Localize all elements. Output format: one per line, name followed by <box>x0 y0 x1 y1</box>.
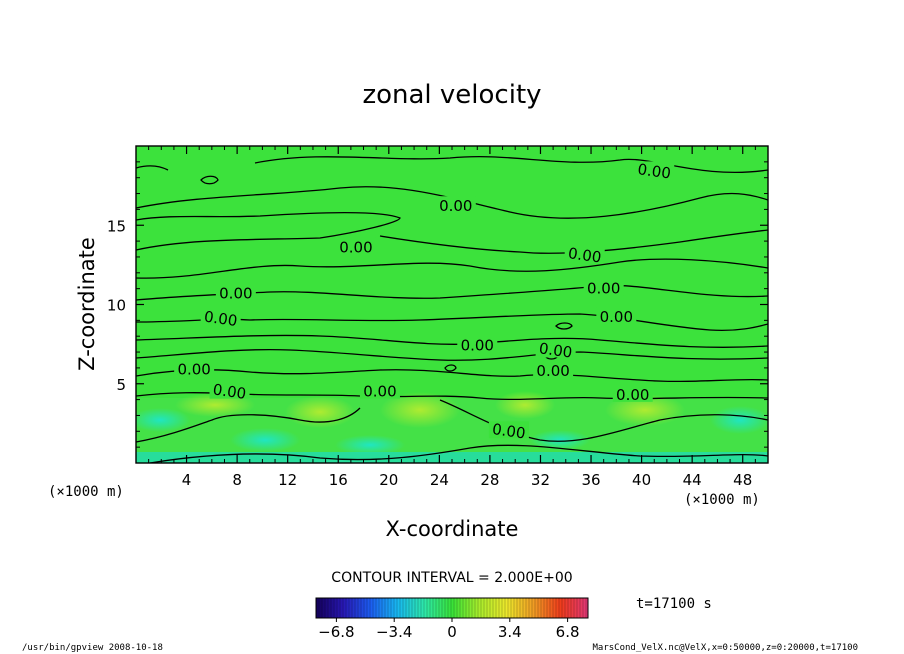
x-unit-right: (×1000 m) <box>684 492 760 508</box>
contour-line <box>149 444 768 463</box>
contour-label: 0.00 <box>177 360 210 378</box>
contour-label: 0.00 <box>439 197 472 215</box>
contour-line <box>200 175 219 185</box>
colorbar: −6.8 −3.4 0 3.4 6.8 <box>315 597 589 641</box>
x-tick-label: 32 <box>531 471 550 489</box>
x-tick-label: 36 <box>581 471 600 489</box>
contour-line <box>136 165 169 171</box>
x-tick-label: 44 <box>683 471 702 489</box>
field-shading <box>136 155 768 463</box>
y-axis-label: Z-coordinate <box>75 237 99 371</box>
footer-right: MarsCond_VelX.nc@VelX,x=0:50000,z=0:2000… <box>592 643 858 653</box>
y-tick-label: 10 <box>107 297 126 315</box>
contour-line <box>555 322 573 330</box>
y-axis-ticks: 5 10 15 <box>107 161 768 448</box>
contour-label: 0.00 <box>339 238 372 256</box>
colorbar-tick-label: 3.4 <box>498 623 522 641</box>
contour-label: 0.00 <box>219 284 252 302</box>
contour-label-bg <box>335 237 376 255</box>
contour-line <box>136 186 768 219</box>
contour-label-bg <box>583 278 624 296</box>
contour-label: 0.00 <box>212 380 248 402</box>
field-blob <box>495 391 555 419</box>
x-tick-label: 12 <box>278 471 297 489</box>
contour-label-bg <box>200 308 241 326</box>
contour-label-bg <box>215 283 256 301</box>
plot-area: 0.000.000.00 0.000.00 0.000.00 0.000.00 0.00… <box>107 145 769 489</box>
contour-line <box>136 211 401 251</box>
contour-label-bg <box>564 245 605 263</box>
contour-label: 0.00 <box>616 386 649 404</box>
contour-interval: CONTOUR INTERVAL = 2.000E+00 <box>331 570 572 586</box>
contour-label-bg <box>535 340 576 358</box>
colorbar-tick-label: 0 <box>447 623 457 641</box>
contour-label: 0.00 <box>203 308 239 330</box>
colorbar-tick-label: −6.8 <box>318 623 354 641</box>
x-tick-label: 4 <box>182 471 192 489</box>
x-tick-label: 28 <box>480 471 499 489</box>
x-tick-label: 8 <box>232 471 242 489</box>
contour-label: 0.00 <box>587 280 620 298</box>
contour-label: 0.00 <box>363 383 396 401</box>
contour-label: 0.00 <box>636 160 672 182</box>
y-tick-label: 15 <box>107 217 126 235</box>
contour-label: 0.00 <box>536 362 569 380</box>
x-tick-label: 24 <box>430 471 449 489</box>
contour-label-bg <box>435 196 476 214</box>
contour-label-bg <box>457 335 498 353</box>
colorbar-ticks: −6.8 −3.4 0 3.4 6.8 <box>318 618 580 641</box>
contour-label-bg <box>596 307 637 325</box>
contour-label: 0.00 <box>461 337 494 355</box>
time-label: t=17100 s <box>636 596 712 612</box>
contour-label: 0.00 <box>600 308 633 326</box>
contour-line <box>136 407 361 443</box>
field-blob <box>136 408 190 432</box>
x-tick-label: 48 <box>733 471 752 489</box>
field-blob <box>230 428 300 452</box>
field-blob <box>710 406 768 434</box>
contour-label-bg <box>359 381 400 399</box>
contour-labels: 0.000.000.00 0.000.00 0.000.00 0.000.00 0.00… <box>174 160 675 443</box>
colorbar-hatching <box>318 598 587 618</box>
field-blob <box>380 392 460 428</box>
field-blob <box>175 393 255 417</box>
contour-label-bg <box>634 161 675 179</box>
contour-line <box>444 364 457 372</box>
contour-label: 0.00 <box>567 244 603 266</box>
field-blob <box>285 396 355 428</box>
colorbar-tick-label: 6.8 <box>556 623 580 641</box>
contour-label: 0.00 <box>538 339 574 361</box>
contour-label: 0.00 <box>491 420 527 442</box>
field-blob <box>530 430 590 450</box>
contour-line <box>136 369 768 383</box>
contour-line <box>136 313 768 332</box>
x-tick-label: 16 <box>329 471 348 489</box>
x-unit-left: (×1000 m) <box>48 484 124 500</box>
x-tick-label: 20 <box>379 471 398 489</box>
contour-label-bg <box>209 381 250 399</box>
y-tick-label: 5 <box>116 376 126 394</box>
contour-label-bg <box>612 384 653 402</box>
contour-label-bg <box>533 361 574 379</box>
field-blob <box>605 394 685 426</box>
chart-title: zonal velocity <box>362 80 541 110</box>
field-blob <box>335 435 405 455</box>
colorbar-tick-label: −3.4 <box>376 623 412 641</box>
x-tick-label: 40 <box>632 471 651 489</box>
bottom-shade <box>136 452 768 463</box>
x-axis-ticks: 4 8 12 16 20 24 28 32 36 40 44 48 <box>148 146 756 489</box>
footer-left: /usr/bin/gpview 2008-10-18 <box>22 643 163 653</box>
contour-line <box>136 348 768 361</box>
x-axis-label: X-coordinate <box>386 517 519 541</box>
contour-label-bg <box>488 421 529 439</box>
contour-line <box>136 258 768 279</box>
contour-line <box>439 399 768 442</box>
colorbar-gradient <box>315 597 589 619</box>
contour-label-bg <box>174 359 215 377</box>
